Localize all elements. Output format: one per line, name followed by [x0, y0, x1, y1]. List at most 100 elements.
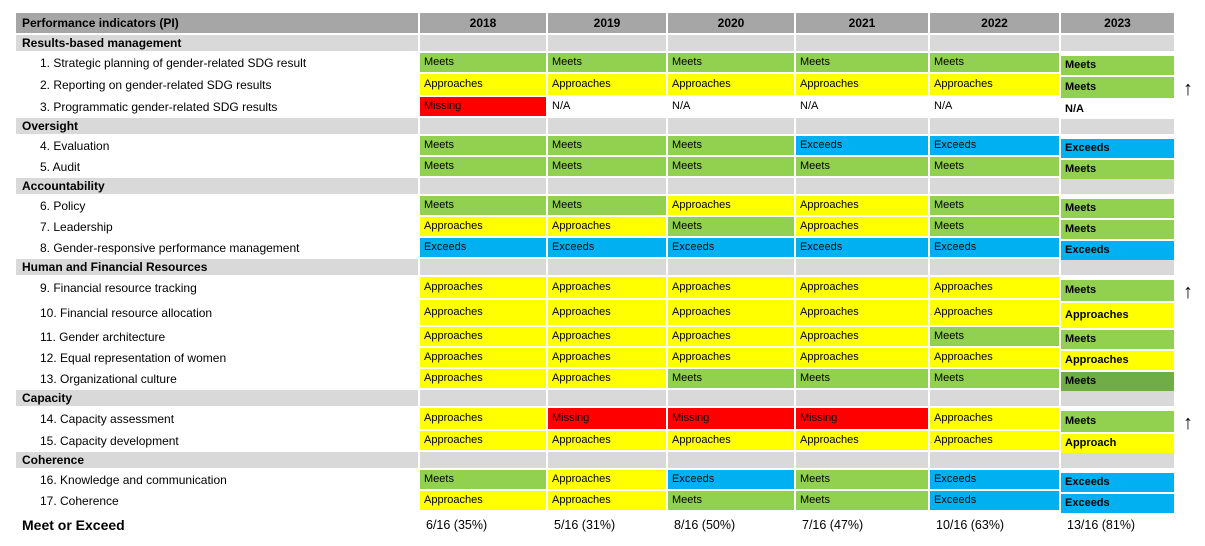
rating-cell-2019: Approaches — [548, 277, 666, 298]
rating-cell-2023: Meets — [1061, 157, 1174, 179]
indicator-row: 12. Equal representation of women Approac… — [16, 348, 1200, 370]
rating-value: Meets — [1061, 199, 1174, 218]
section-cell — [1061, 178, 1174, 194]
arrow-gutter — [1176, 327, 1200, 346]
rating-cell-2020: Approaches — [668, 277, 794, 298]
section-cell — [1061, 390, 1174, 406]
rating-value: Meets — [930, 327, 1059, 346]
rating-cell-2023: Meets — [1061, 369, 1174, 391]
rating-cell-2021: Approaches — [796, 348, 928, 367]
rating-cell-2023: Meets — [1061, 217, 1174, 239]
rating-value: Approaches — [548, 348, 666, 367]
rating-cell-2020: Exceeds — [668, 238, 794, 257]
rating-cell-2018: Approaches — [420, 408, 546, 429]
section-title: Capacity — [16, 390, 418, 406]
rating-cell-2018: Approaches — [420, 300, 546, 325]
indicator-label: 5. Audit — [16, 157, 418, 176]
rating-cell-2023: Exceeds — [1061, 238, 1174, 260]
section-cell — [1061, 35, 1174, 51]
year-header-2023: 2023 — [1061, 13, 1174, 33]
rating-value: Approaches — [420, 74, 546, 95]
rating-value: N/A — [930, 97, 1059, 116]
rating-cell-2020: Meets — [668, 136, 794, 155]
rating-value: Meets — [668, 369, 794, 388]
rating-value: Meets — [796, 53, 928, 72]
section-cell — [548, 35, 666, 51]
section-cell — [1061, 259, 1174, 275]
section-title: Human and Financial Resources — [16, 259, 418, 275]
section-cell — [796, 452, 928, 468]
indicator-label: 6. Policy — [16, 196, 418, 215]
rating-value: Approaches — [796, 196, 928, 215]
rating-cell-2018: Meets — [420, 196, 546, 215]
indicator-row: 16. Knowledge and communication Meets Appr… — [16, 470, 1200, 492]
section-cell — [420, 390, 546, 406]
rating-value: Meets — [1061, 411, 1174, 432]
rating-value: Meets — [548, 196, 666, 215]
rating-value: N/A — [548, 97, 666, 116]
summary-value-2019: 5/16 (31%) — [548, 512, 666, 537]
rating-cell-2018: Meets — [420, 157, 546, 176]
rating-value: Approaches — [548, 470, 666, 489]
rating-value: Approaches — [420, 369, 546, 388]
section-cell — [420, 35, 546, 51]
indicator-row: 17. Coherence Approaches Approaches Meets Me… — [16, 491, 1200, 513]
section-title: Accountability — [16, 178, 418, 194]
rating-value: Meets — [796, 470, 928, 489]
arrow-gutter: ↑ — [1176, 408, 1200, 433]
rating-cell-2020: Meets — [668, 217, 794, 236]
rating-cell-2021: Meets — [796, 157, 928, 176]
arrow-gutter — [1176, 196, 1200, 215]
rating-cell-2023: Exceeds — [1061, 136, 1174, 158]
arrow-gutter — [1176, 217, 1200, 236]
rating-cell-2021: N/A — [796, 97, 928, 116]
arrow-gutter — [1176, 118, 1200, 134]
rating-value: Approaches — [420, 277, 546, 298]
rating-value: Meets — [930, 157, 1059, 176]
rating-cell-2023: Exceeds — [1061, 491, 1174, 513]
rating-value: Approaches — [420, 348, 546, 367]
rating-cell-2019: N/A — [548, 97, 666, 116]
rating-value: Approaches — [1061, 303, 1174, 328]
rating-value: Approaches — [668, 74, 794, 95]
rating-value: Meets — [668, 136, 794, 155]
rating-value: Exceeds — [1061, 139, 1174, 158]
rating-value: Exceeds — [668, 238, 794, 257]
rating-cell-2020: Missing — [668, 408, 794, 429]
indicator-label: 13. Organizational culture — [16, 369, 418, 388]
rating-cell-2018: Approaches — [420, 431, 546, 450]
up-arrow-icon: ↑ — [1183, 281, 1193, 303]
rating-value: Meets — [420, 470, 546, 489]
rating-value: Approaches — [548, 300, 666, 325]
indicator-label: 16. Knowledge and communication — [16, 470, 418, 489]
rating-cell-2020: Meets — [668, 157, 794, 176]
rating-cell-2022: Meets — [930, 369, 1059, 388]
section-cell — [796, 35, 928, 51]
rating-cell-2019: Meets — [548, 136, 666, 155]
rating-cell-2021: Approaches — [796, 277, 928, 298]
rating-cell-2022: Meets — [930, 157, 1059, 176]
section-cell — [1061, 118, 1174, 134]
rating-value: Approaches — [668, 300, 794, 325]
indicator-label: 1. Strategic planning of gender-related … — [16, 53, 418, 72]
rating-cell-2022: Meets — [930, 196, 1059, 215]
section-cell — [796, 118, 928, 134]
rating-cell-2022: Approaches — [930, 74, 1059, 95]
rating-cell-2021: Approaches — [796, 300, 928, 325]
rating-cell-2021: Meets — [796, 369, 928, 388]
arrow-gutter — [1176, 300, 1200, 325]
rating-cell-2018: Approaches — [420, 491, 546, 510]
rating-value: Exceeds — [930, 470, 1059, 489]
rating-cell-2020: Meets — [668, 369, 794, 388]
section-row: Human and Financial Resources — [16, 259, 1200, 275]
arrow-gutter — [1176, 157, 1200, 176]
rating-cell-2019: Meets — [548, 53, 666, 72]
rating-value: Meets — [1061, 77, 1174, 98]
rating-cell-2020: Approaches — [668, 348, 794, 367]
indicator-label: 9. Financial resource tracking — [16, 277, 418, 298]
rating-value: Approaches — [548, 431, 666, 450]
rating-value: Approaches — [420, 491, 546, 510]
rating-value: Meets — [1061, 372, 1174, 391]
rating-value: Approaches — [930, 277, 1059, 298]
indicator-row: 15. Capacity development Approaches Approa… — [16, 431, 1200, 453]
